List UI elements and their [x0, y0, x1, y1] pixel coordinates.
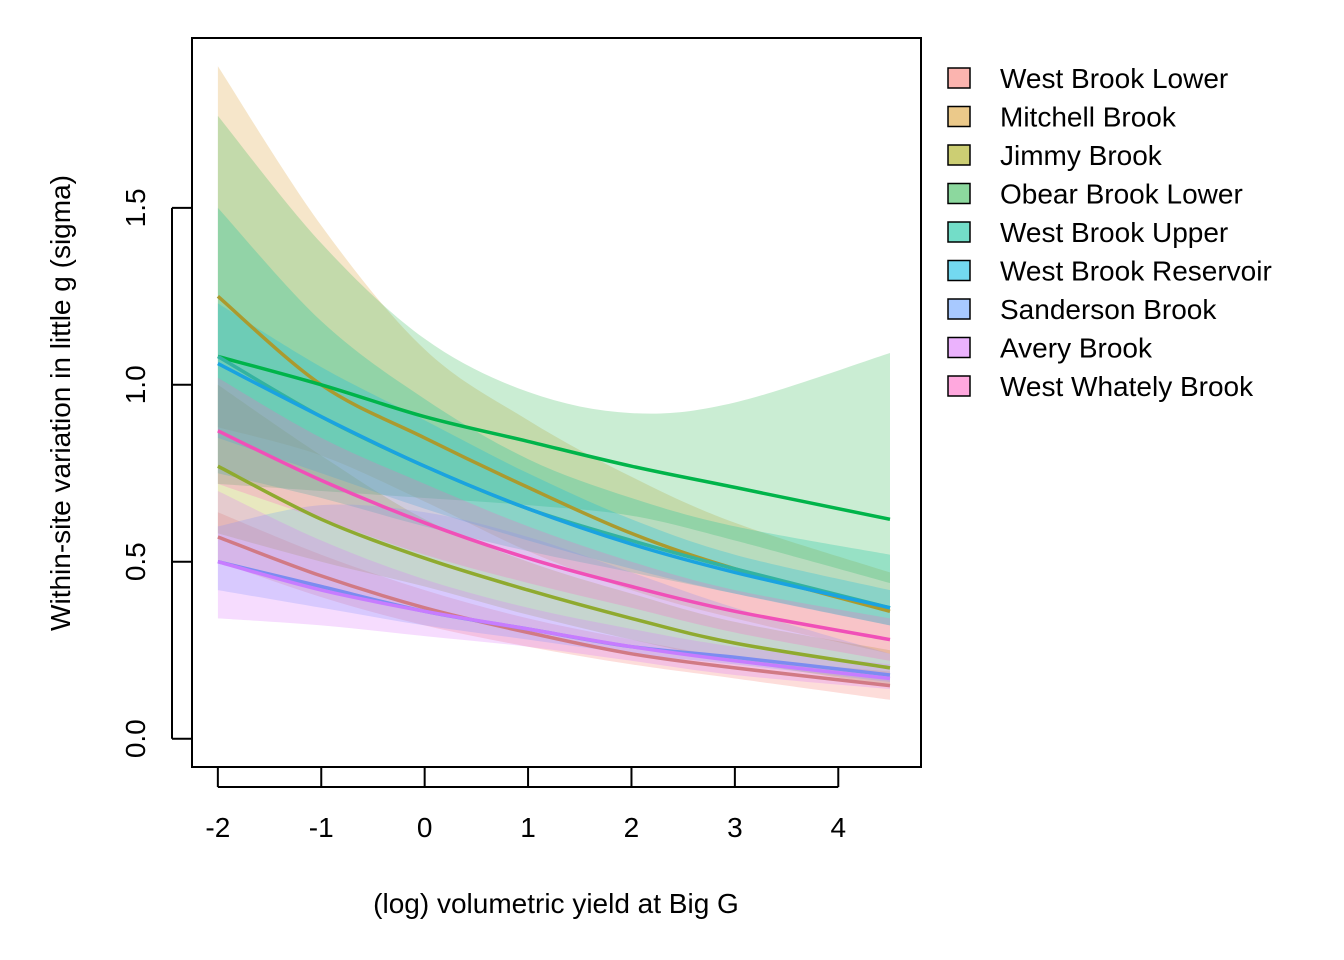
y-axis: 0.0 0.5 1.0 1.5 — [120, 188, 191, 758]
legend-swatch — [947, 67, 971, 89]
legend-label: Avery Brook — [1000, 333, 1153, 364]
x-tick-label: 0 — [417, 812, 433, 843]
line-west-brook-lower — [217, 535, 891, 688]
y-axis-title: Within-site variation in little g (sigma… — [45, 175, 76, 631]
x-tick-label: 2 — [624, 812, 640, 843]
legend-swatch — [947, 221, 971, 243]
legend-swatch — [947, 259, 971, 282]
legend-item-jimmy-brook: Jimmy Brook — [947, 140, 1163, 171]
band-west-brook-lower — [217, 512, 890, 700]
line-obear-brook-lower — [217, 354, 891, 522]
y-tick-label: 0.5 — [120, 542, 151, 581]
legend-swatch — [947, 298, 971, 320]
y-tick-label: 1.0 — [120, 365, 151, 404]
series-lines — [216, 294, 891, 688]
x-tick-label: 3 — [727, 812, 743, 843]
legend-label: Obear Brook Lower — [1000, 179, 1243, 210]
x-tick-label: 4 — [830, 812, 846, 843]
line-west-whately-brook — [217, 429, 891, 642]
legend-label: West Brook Reservoir — [1000, 256, 1272, 287]
x-tick-label: -1 — [309, 812, 334, 843]
legend-label: Jimmy Brook — [1000, 140, 1163, 171]
legend-swatch — [947, 182, 971, 205]
legend-swatch — [947, 105, 971, 128]
legend-item-sanderson-brook: Sanderson Brook — [947, 294, 1217, 325]
legend-swatch — [947, 144, 971, 166]
y-tick-label: 0.0 — [120, 719, 151, 758]
band-sanderson-brook — [217, 504, 890, 683]
band-west-whately-brook — [217, 377, 890, 661]
y-tick-label: 1.5 — [120, 188, 151, 227]
legend-item-obear-brook-lower: Obear Brook Lower — [947, 179, 1243, 210]
band-west-brook-upper — [217, 207, 890, 626]
plot-frame — [191, 37, 922, 768]
legend-label: West Brook Lower — [1000, 63, 1228, 94]
x-tick-label: -2 — [205, 812, 230, 843]
legend-item-mitchell-brook: Mitchell Brook — [947, 102, 1177, 133]
x-axis-title: (log) volumetric yield at Big G — [373, 888, 739, 919]
legend-item-west-whately-brook: West Whately Brook — [947, 371, 1254, 402]
x-axis: -2 -1 0 1 2 3 4 — [205, 768, 846, 843]
line-jimmy-brook — [217, 464, 891, 670]
legend-item-west-brook-reservoir: West Brook Reservoir — [947, 256, 1272, 287]
legend-label: West Brook Upper — [1000, 217, 1228, 248]
legend-item-west-brook-lower: West Brook Lower — [947, 63, 1228, 94]
legend-swatch — [947, 375, 971, 397]
legend-label: Sanderson Brook — [1000, 294, 1217, 325]
line-avery-brook — [217, 560, 891, 681]
legend-item-west-brook-upper: West Brook Upper — [947, 217, 1228, 248]
legend: West Brook Lower Mitchell Brook Jimmy Broo… — [947, 63, 1272, 402]
line-west-brook-reservoir — [217, 362, 891, 610]
band-jimmy-brook — [217, 384, 890, 686]
band-obear-brook-lower — [217, 115, 890, 584]
legend-item-avery-brook: Avery Brook — [947, 333, 1153, 364]
legend-label: Mitchell Brook — [1000, 102, 1177, 133]
legend-label: West Whately Brook — [1000, 371, 1254, 402]
legend-swatch — [947, 336, 971, 359]
x-tick-label: 1 — [520, 812, 536, 843]
